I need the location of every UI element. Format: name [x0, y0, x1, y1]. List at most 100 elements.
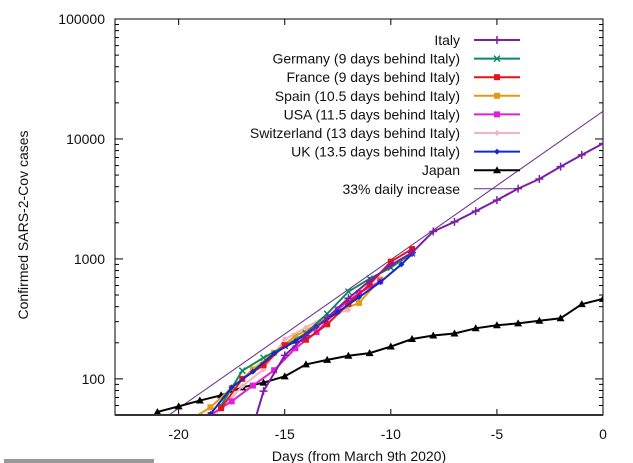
series-japan: [153, 294, 603, 415]
data-point-switzerland-13-days-behind-italy: [302, 324, 309, 331]
legend-item-germany-9-days-behind-italy: Germany (9 days behind Italy): [272, 51, 520, 67]
data-point-japan: [153, 407, 162, 415]
data-point-italy: [259, 387, 268, 396]
data-point-italy: [280, 351, 289, 360]
data-point-italy: [323, 313, 332, 322]
legend-label: Switzerland (13 days behind Italy): [250, 125, 460, 141]
data-point-uk-13-5-days-behind-italy: [207, 410, 214, 415]
x-tick-label: -15: [275, 426, 295, 442]
legend-marker: [493, 166, 501, 174]
y-tick-label: 100: [82, 371, 106, 387]
data-point-italy: [238, 459, 246, 463]
data-point-italy: [556, 162, 565, 171]
x-tick-label: -10: [381, 426, 401, 442]
data-point-japan: [514, 319, 523, 327]
data-point-switzerland-13-days-behind-italy: [281, 336, 288, 343]
data-point-japan: [280, 372, 289, 380]
data-point-japan: [471, 324, 480, 332]
legend-label: Japan: [422, 162, 460, 178]
legend-marker: [494, 130, 500, 136]
data-point-switzerland-13-days-behind-italy: [345, 307, 352, 314]
data-point-france-9-days-behind-italy: [302, 336, 309, 343]
data-point-usa-11-5-days-behind-italy: [292, 345, 299, 352]
legend-label: France (9 days behind Italy): [286, 69, 460, 85]
data-point-italy: [471, 207, 480, 216]
data-point-japan: [577, 300, 586, 308]
legend-item-japan: Japan: [422, 162, 520, 178]
data-point-italy: [344, 294, 353, 303]
legend-label: 33% daily increase: [342, 181, 460, 197]
data-point-japan: [365, 349, 374, 357]
data-point-japan: [301, 360, 310, 368]
y-tick-label: 1000: [74, 251, 105, 267]
legend-item-switzerland-13-days-behind-italy: Switzerland (13 days behind Italy): [250, 125, 520, 141]
data-point-uk-13-5-days-behind-italy: [398, 261, 405, 268]
legend-item-france-9-days-behind-italy: France (9 days behind Italy): [286, 69, 520, 85]
data-point-spain-10-5-days-behind-italy: [207, 404, 214, 411]
scrollbar: [4, 459, 154, 463]
data-point-japan: [386, 342, 395, 350]
data-point-japan: [344, 351, 353, 359]
data-point-japan: [535, 316, 544, 324]
series-33-daily-increase: [168, 110, 603, 415]
legend-label: Italy: [434, 32, 460, 48]
data-point-italy: [429, 227, 438, 236]
data-point-france-9-days-behind-italy: [281, 342, 288, 349]
data-point-uk-13-5-days-behind-italy: [356, 294, 362, 301]
data-point-switzerland-13-days-behind-italy: [239, 383, 246, 390]
data-point-japan: [174, 402, 183, 410]
legend-label: Germany (9 days behind Italy): [272, 51, 460, 67]
series-uk-13-5-days-behind-italy: [207, 250, 416, 415]
data-point-japan: [599, 294, 603, 302]
data-point-japan: [450, 329, 459, 337]
legend-item-italy: Italy: [434, 32, 520, 48]
legend-marker: [494, 92, 500, 99]
y-axis-label: Confirmed SARS-2-Cov cases: [15, 130, 31, 319]
data-point-spain-10-5-days-behind-italy: [292, 332, 299, 339]
data-point-germany-9-days-behind-italy: [344, 288, 352, 296]
data-point-usa-11-5-days-behind-italy: [271, 367, 278, 374]
legend-marker: [494, 148, 500, 155]
data-point-usa-11-5-days-behind-italy: [228, 398, 235, 405]
data-point-japan: [492, 321, 501, 329]
legend-item-usa-11-5-days-behind-italy: USA (11.5 days behind Italy): [284, 106, 520, 122]
series-line-33-daily-increase: [168, 110, 603, 415]
x-axis-label: Days (from March 9th 2020): [272, 448, 446, 463]
data-point-japan: [195, 396, 204, 404]
x-tick-label: -20: [169, 426, 189, 442]
legend-marker: [494, 111, 500, 118]
data-point-italy: [365, 276, 374, 285]
data-point-italy: [450, 217, 459, 226]
legend-label: USA (11.5 days behind Italy): [284, 106, 460, 122]
data-point-italy: [535, 175, 544, 184]
legend-item-33-daily-increase: 33% daily increase: [342, 181, 520, 197]
data-point-italy: [386, 261, 395, 270]
data-point-usa-11-5-days-behind-italy: [249, 382, 256, 389]
data-point-germany-9-days-behind-italy: [238, 367, 246, 375]
y-tick-label: 10000: [66, 131, 105, 147]
legend-marker: [493, 36, 501, 44]
data-point-italy: [301, 331, 310, 340]
x-tick-label: 0: [599, 426, 607, 442]
data-point-france-9-days-behind-italy: [218, 405, 225, 412]
legend-label: Spain (10.5 days behind Italy): [275, 88, 460, 104]
data-point-switzerland-13-days-behind-italy: [197, 421, 203, 427]
data-point-japan: [556, 314, 565, 322]
data-point-japan: [259, 378, 268, 386]
data-point-france-9-days-behind-italy: [260, 362, 267, 369]
data-point-italy: [408, 248, 417, 257]
data-point-japan: [429, 331, 438, 339]
data-point-italy: [492, 196, 501, 205]
x-tick-label: -5: [491, 426, 504, 442]
y-tick-label: 100000: [58, 11, 105, 27]
legend-marker: [493, 55, 501, 63]
data-point-japan: [408, 335, 417, 343]
data-point-uk-13-5-days-behind-italy: [228, 384, 235, 391]
data-point-spain-10-5-days-behind-italy: [186, 417, 192, 423]
data-point-uk-13-5-days-behind-italy: [271, 350, 278, 357]
data-point-spain-10-5-days-behind-italy: [356, 299, 362, 306]
data-point-uk-13-5-days-behind-italy: [292, 338, 299, 345]
data-point-japan: [323, 355, 332, 363]
series-line-japan: [157, 297, 603, 413]
